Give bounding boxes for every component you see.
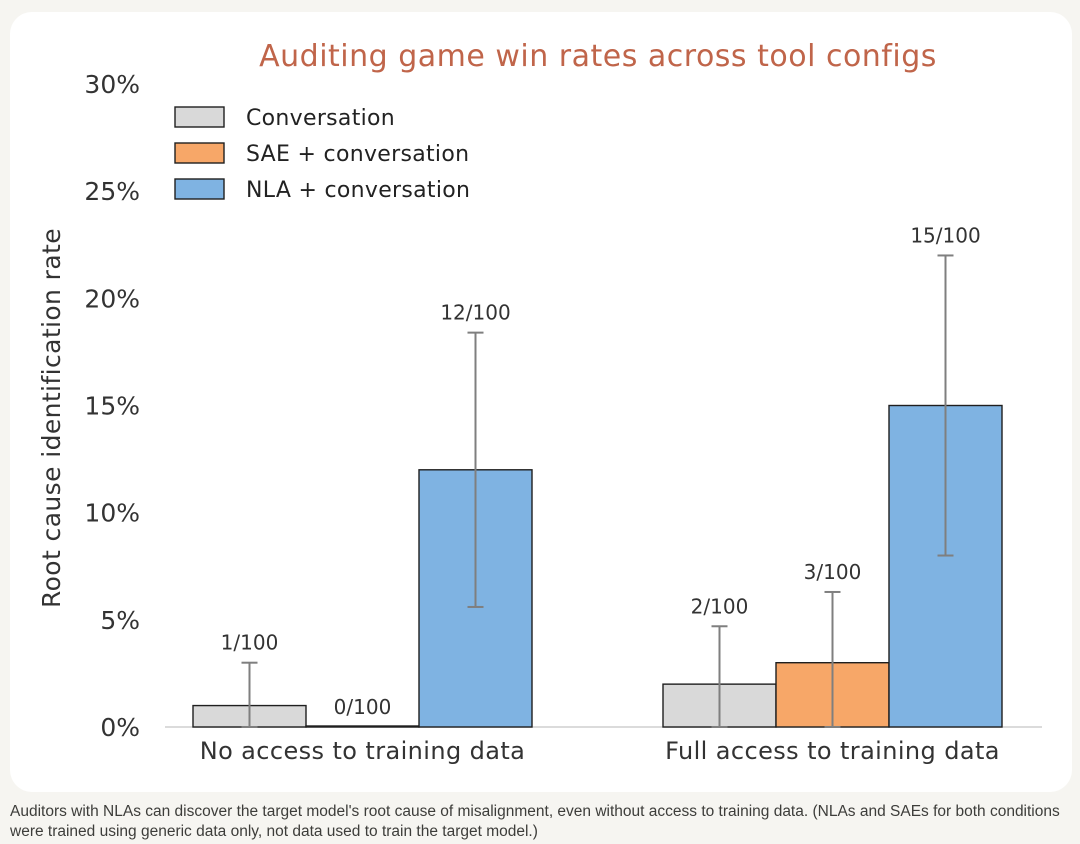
bar-chart: Auditing game win rates across tool conf… <box>37 39 1042 765</box>
y-tick-label: 10% <box>84 499 140 528</box>
y-tick-label: 30% <box>84 70 140 99</box>
data-label: 12/100 <box>440 301 510 325</box>
x-tick-label: No access to training data <box>200 737 526 765</box>
chart-title: Auditing game win rates across tool conf… <box>259 39 937 74</box>
data-label: 2/100 <box>691 594 749 618</box>
y-tick-label: 0% <box>100 713 140 742</box>
chart-card: Auditing game win rates across tool conf… <box>10 12 1072 792</box>
legend-label: Conversation <box>246 106 395 131</box>
data-label: 0/100 <box>334 695 392 719</box>
legend-swatch <box>174 178 225 200</box>
data-label: 3/100 <box>804 560 862 584</box>
y-tick-label: 5% <box>100 606 140 635</box>
y-axis-label: Root cause identification rate <box>37 228 66 608</box>
legend-swatch <box>174 106 225 128</box>
bars-group: 1/100 0/100 12/100 2/100 3/100 15/100 <box>192 223 1003 728</box>
y-tick-label: 15% <box>84 392 140 421</box>
x-axis-labels: No access to training data Full access to… <box>200 737 1000 765</box>
legend-swatch <box>174 142 225 164</box>
figure-caption: Auditors with NLAs can discover the targ… <box>10 803 1060 840</box>
legend: Conversation SAE + conversation NLA + conv… <box>174 106 470 203</box>
x-tick-label: Full access to training data <box>665 737 1000 765</box>
data-label: 1/100 <box>221 631 279 655</box>
y-tick-label: 25% <box>84 177 140 206</box>
bar <box>305 725 420 728</box>
y-tick-label: 20% <box>84 284 140 313</box>
legend-label: NLA + conversation <box>246 178 470 203</box>
legend-label: SAE + conversation <box>246 142 469 167</box>
y-axis-ticks: 0% 5% 10% 15% 20% 25% 30% <box>84 70 140 742</box>
data-label: 15/100 <box>910 223 980 247</box>
